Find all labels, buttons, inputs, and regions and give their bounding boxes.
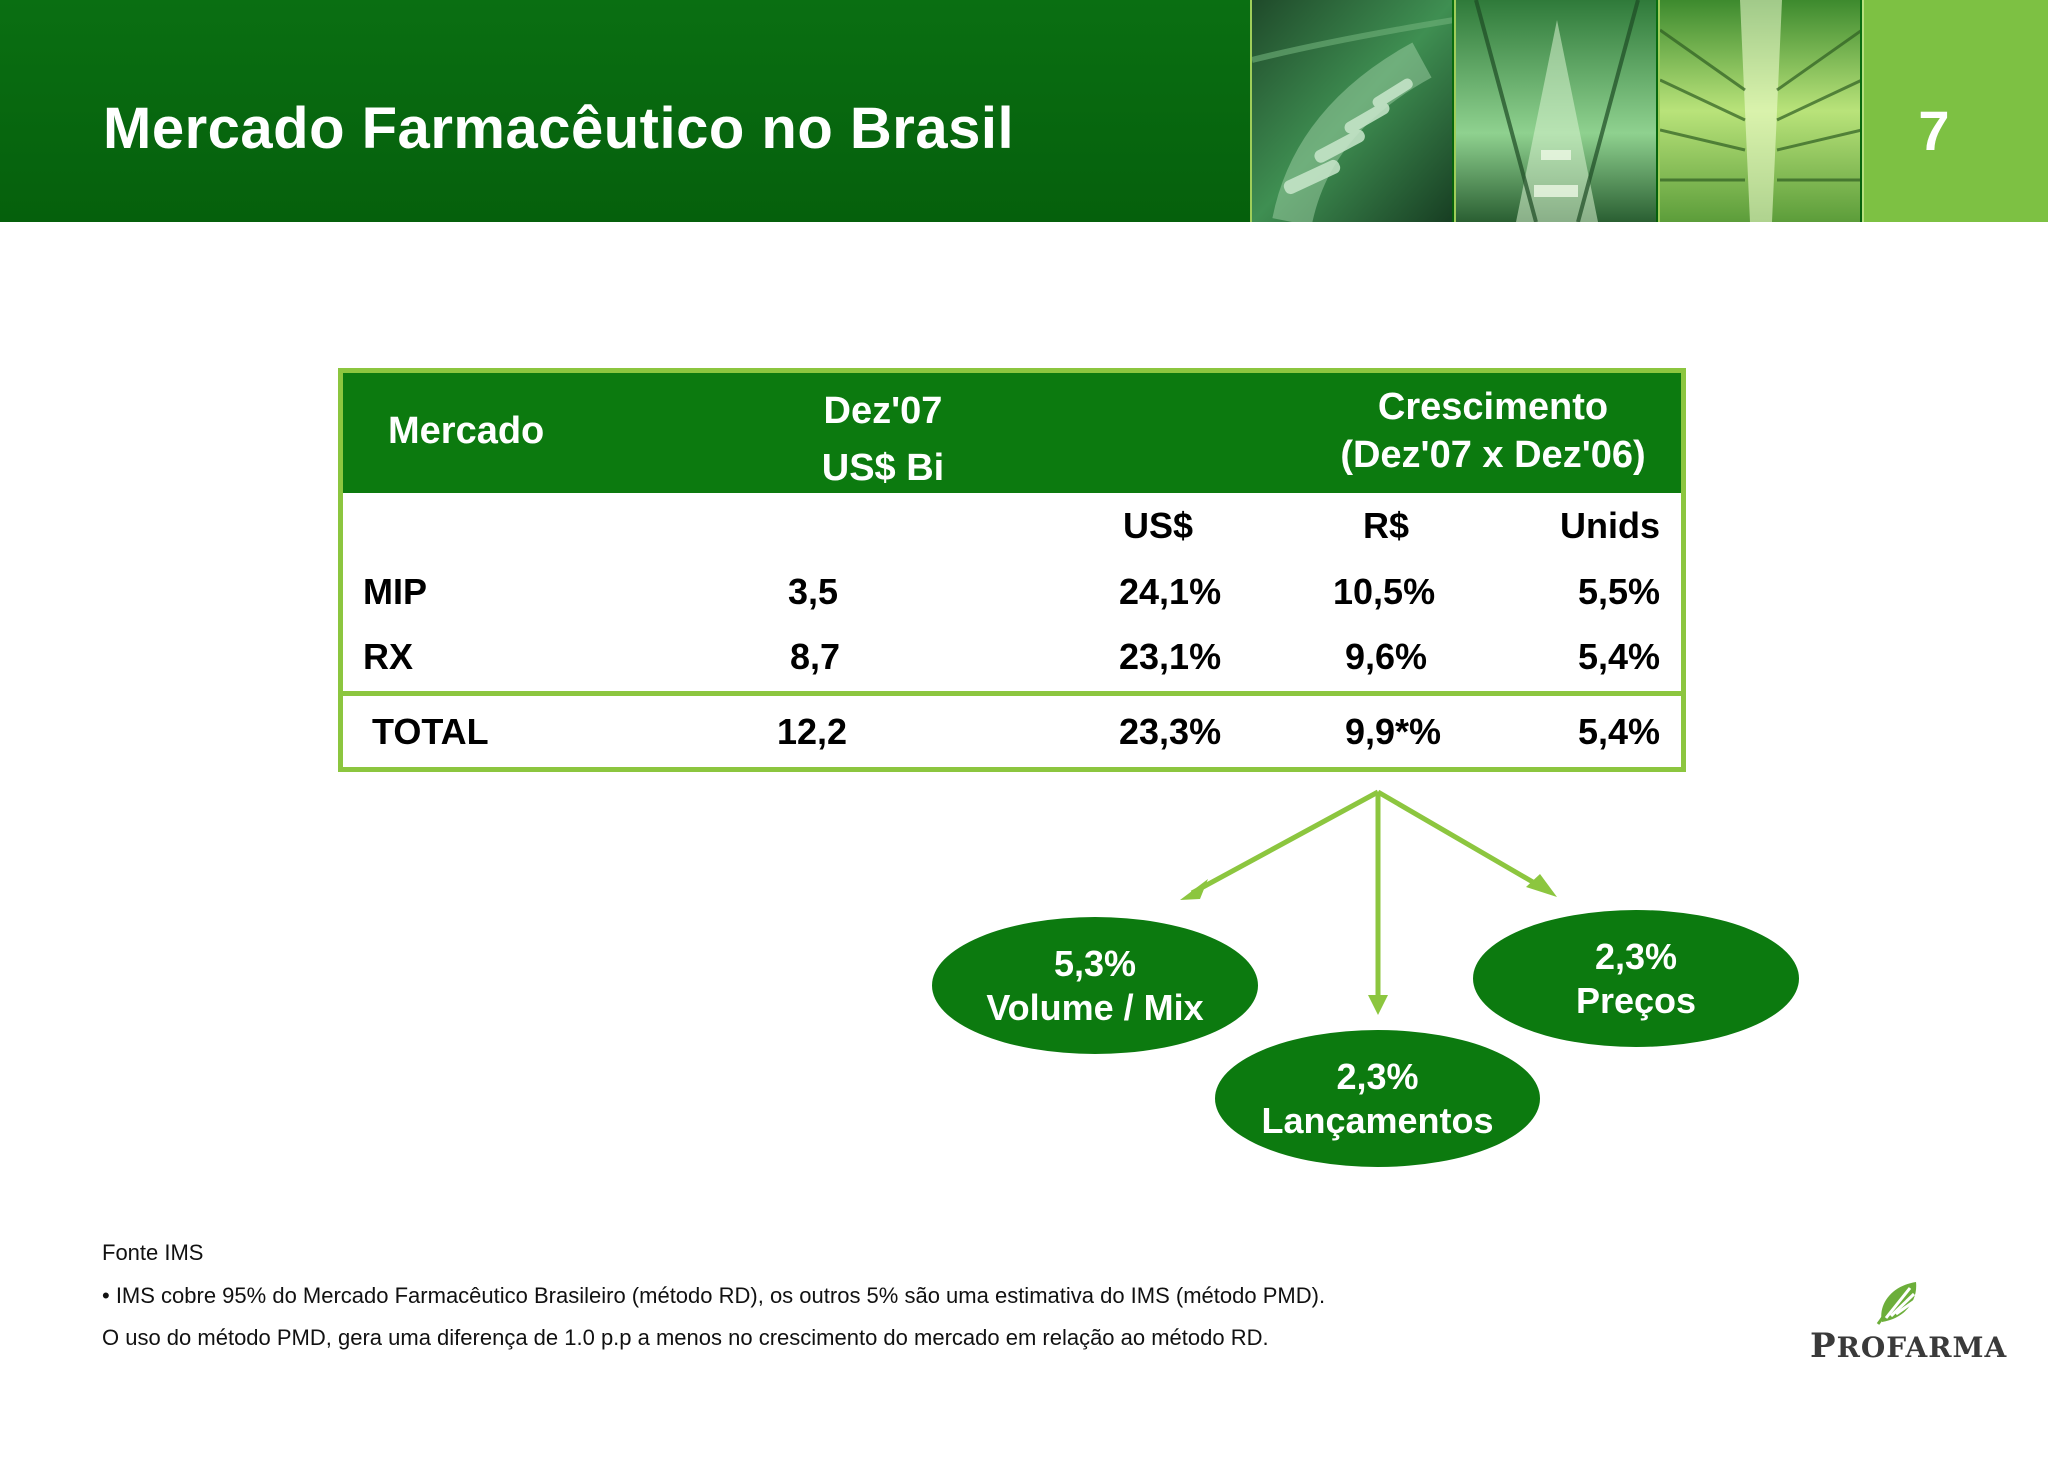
bubble-precos-label: Preços (1575, 979, 1697, 1021)
row-brl: 9,6% (1345, 636, 1428, 677)
arrow-head-left (1180, 879, 1208, 900)
market-table: Mercado Dez'07 US$ Bi Crescimento (Dez'0… (338, 368, 1686, 772)
total-name: TOTAL (372, 711, 489, 752)
row-brl: 10,5% (1333, 571, 1436, 612)
arrow-line-left (1190, 789, 1380, 896)
footnote-note1: • IMS cobre 95% do Mercado Farmacêutico … (102, 1283, 1326, 1308)
header-crescimento: Crescimento (Dez'07 x Dez'06) (1183, 383, 1803, 479)
row-usd: 23,1% (1119, 636, 1222, 677)
page-title: Mercado Farmacêutico no Brasil (103, 96, 1015, 161)
subheader-usd: US$ (1123, 505, 1194, 546)
row-usd: 24,1% (1119, 571, 1222, 612)
header-dez07-line1: Dez'07 (823, 390, 943, 432)
total-divider (343, 691, 1681, 696)
bubble-volume-label: Volume / Mix (986, 986, 1204, 1028)
bubble-volume-mix: 5,3% Volume / Mix (932, 917, 1258, 1054)
bubble-volume-value: 5,3% (1053, 942, 1137, 984)
logo-wordmark: PROFARMA (1810, 1326, 2006, 1366)
header-crescimento-line1: Crescimento (1377, 386, 1609, 428)
page-number: 7 (1918, 99, 1950, 162)
header-bar: Mercado Farmacêutico no Brasil (0, 0, 2048, 222)
row-name: MIP (363, 571, 428, 612)
footnote-note2: O uso do método PMD, gera uma diferença … (102, 1325, 1269, 1350)
row-units: 5,4% (1578, 636, 1661, 677)
conveyor-photo (1250, 0, 1452, 222)
total-brl: 9,9*% (1345, 711, 1442, 752)
row-value: 8,7 (790, 636, 841, 677)
bubble-lancamentos-label: Lançamentos (1261, 1099, 1494, 1141)
bubble-precos-value: 2,3% (1594, 935, 1678, 977)
bubble-lancamentos: 2,3% Lançamentos (1215, 1030, 1540, 1167)
arrow-head-right (1526, 874, 1557, 897)
header-crescimento-line2: (Dez'07 x Dez'06) (1340, 434, 1646, 476)
warehouse-photo (1658, 0, 1860, 222)
total-units: 5,4% (1578, 711, 1661, 752)
header-dez07-line2: US$ Bi (821, 447, 945, 489)
total-value: 12,2 (777, 711, 848, 752)
profarma-logo: PROFARMA (1810, 1274, 2006, 1366)
subheader-brl: R$ (1363, 505, 1410, 546)
logo-rest: ROFARMA (1836, 1331, 2008, 1364)
row-units: 5,5% (1578, 571, 1661, 612)
footnote-source: Fonte IMS (102, 1240, 204, 1265)
leaf-icon (1876, 1282, 1917, 1325)
table-header: Mercado Dez'07 US$ Bi Crescimento (Dez'0… (343, 373, 1681, 493)
total-usd: 23,3% (1119, 711, 1222, 752)
sorting-photo (1454, 0, 1656, 222)
arrow-head-center (1368, 995, 1388, 1015)
arrow-line-right (1376, 789, 1552, 895)
logo-initial: P (1810, 1326, 1837, 1366)
row-name: RX (363, 636, 414, 677)
bubble-precos: 2,3% Preços (1473, 910, 1799, 1047)
header-mercado: Mercado (388, 410, 545, 452)
header-dez07: Dez'07 US$ Bi (758, 383, 1008, 497)
page-number-box: 7 (1862, 0, 2048, 222)
row-value: 3,5 (788, 571, 839, 612)
subheader-units: Unids (1560, 505, 1661, 546)
bubble-lancamentos-value: 2,3% (1336, 1055, 1419, 1097)
